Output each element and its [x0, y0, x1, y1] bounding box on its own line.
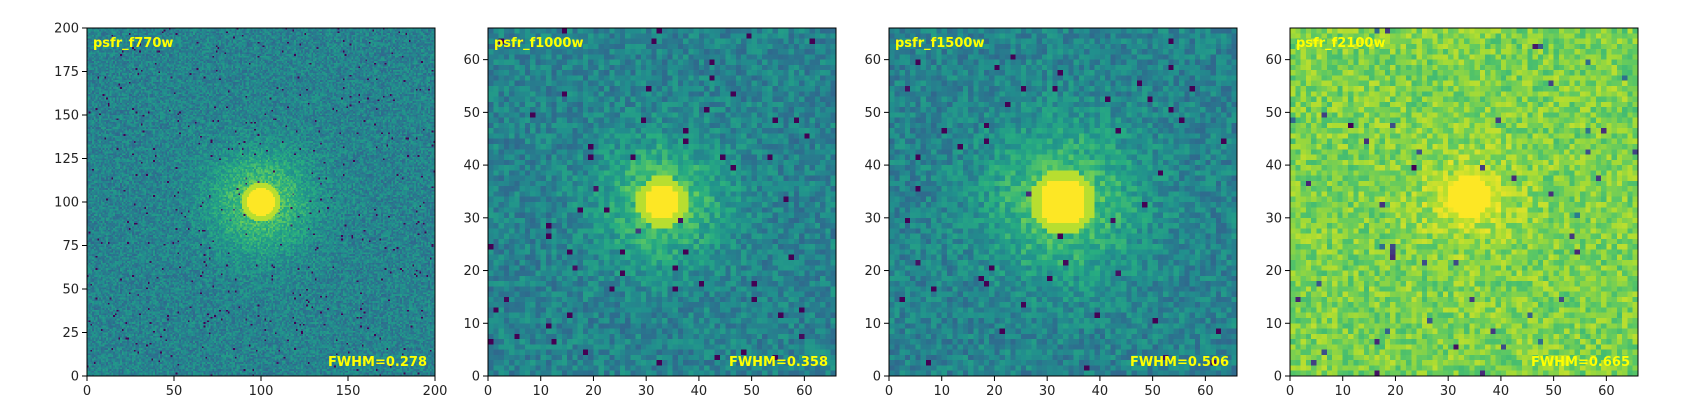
- y-tick-label: 20: [1265, 264, 1282, 279]
- x-tick-label: 60: [796, 384, 813, 399]
- y-tick-label: 10: [864, 317, 881, 332]
- heatmap-image: [87, 28, 435, 376]
- panel-frame: [888, 27, 1238, 377]
- panel-3: 0 10 20 30 40 50 60 0 10 20 30 40 50 60 psfr_f1500w FWH…: [864, 27, 1238, 399]
- y-tick-label: 10: [1265, 317, 1282, 332]
- x-tick-label: 50: [166, 384, 183, 399]
- x-tick-label: 60: [1598, 384, 1615, 399]
- x-tick-label: 10: [532, 384, 549, 399]
- y-tick-label: 10: [463, 317, 480, 332]
- y-tick-label: 0: [472, 370, 480, 385]
- panel-frame: [487, 27, 837, 377]
- heatmap-image: [889, 28, 1237, 376]
- y-tick-label: 40: [463, 159, 480, 174]
- y-tick-label: 0: [873, 370, 881, 385]
- panel-frame: [1289, 27, 1639, 377]
- y-tick-label: 175: [54, 65, 79, 80]
- x-tick-label: 40: [691, 384, 708, 399]
- fwhm-annotation: FWHM=0.665: [1531, 355, 1630, 370]
- x-tick-label: 0: [83, 384, 91, 399]
- x-tick-label: 0: [484, 384, 492, 399]
- y-tick-label: 30: [864, 211, 881, 226]
- x-tick-label: 10: [933, 384, 950, 399]
- x-tick-label: 40: [1493, 384, 1510, 399]
- y-tick-label: 20: [463, 264, 480, 279]
- x-tick-label: 200: [423, 384, 448, 399]
- y-tick-label: 30: [463, 211, 480, 226]
- y-tick-label: 50: [463, 106, 480, 121]
- y-tick-label: 20: [864, 264, 881, 279]
- x-tick-label: 40: [1092, 384, 1109, 399]
- panel-title: psfr_f1000w: [494, 36, 583, 51]
- panel-title: psfr_f1500w: [895, 36, 984, 51]
- x-tick-label: 20: [986, 384, 1003, 399]
- x-tick-label: 30: [1039, 384, 1056, 399]
- heatmap-image: [488, 28, 836, 376]
- x-tick-label: 0: [885, 384, 893, 399]
- y-tick-label: 125: [54, 152, 79, 167]
- y-tick-label: 0: [71, 370, 79, 385]
- panel-4: 0 10 20 30 40 50 60 0 10 20 30 40 50 60 psfr_f2100w FWH…: [1265, 27, 1639, 399]
- y-tick-label: 30: [1265, 211, 1282, 226]
- x-tick-label: 100: [249, 384, 274, 399]
- y-tick-label: 60: [864, 53, 881, 68]
- x-tick-label: 20: [1387, 384, 1404, 399]
- panel-1: 0 50 100 150 200 0 25 50 75 100 125 150 175 200 psfr_f…: [54, 22, 447, 400]
- fwhm-annotation: FWHM=0.358: [729, 355, 828, 370]
- y-tick-label: 100: [54, 196, 79, 211]
- fwhm-annotation: FWHM=0.506: [1130, 355, 1229, 370]
- x-tick-label: 150: [336, 384, 361, 399]
- panel-title: psfr_f770w: [93, 36, 173, 51]
- x-tick-label: 0: [1286, 384, 1294, 399]
- y-tick-label: 25: [62, 326, 79, 341]
- panel-title: psfr_f2100w: [1296, 36, 1385, 51]
- y-tick-label: 50: [864, 106, 881, 121]
- y-tick-label: 200: [54, 22, 79, 37]
- y-tick-label: 60: [463, 53, 480, 68]
- x-tick-label: 30: [1440, 384, 1457, 399]
- y-tick-label: 150: [54, 109, 79, 124]
- x-tick-label: 50: [743, 384, 760, 399]
- heatmap-image: [1290, 28, 1638, 376]
- y-tick-label: 50: [62, 283, 79, 298]
- x-tick-label: 50: [1144, 384, 1161, 399]
- panel-2: 0 10 20 30 40 50 60 0 10 20 30 40 50 60 psfr_f1000w FWH…: [463, 27, 837, 399]
- x-tick-label: 20: [585, 384, 602, 399]
- x-tick-label: 30: [638, 384, 655, 399]
- y-tick-label: 75: [62, 239, 79, 254]
- x-tick-label: 10: [1334, 384, 1351, 399]
- y-tick-label: 40: [864, 159, 881, 174]
- y-tick-label: 40: [1265, 159, 1282, 174]
- y-tick-label: 60: [1265, 53, 1282, 68]
- x-tick-label: 50: [1545, 384, 1562, 399]
- y-tick-label: 0: [1274, 370, 1282, 385]
- x-tick-label: 60: [1197, 384, 1214, 399]
- fwhm-annotation: FWHM=0.278: [328, 355, 427, 370]
- y-tick-label: 50: [1265, 106, 1282, 121]
